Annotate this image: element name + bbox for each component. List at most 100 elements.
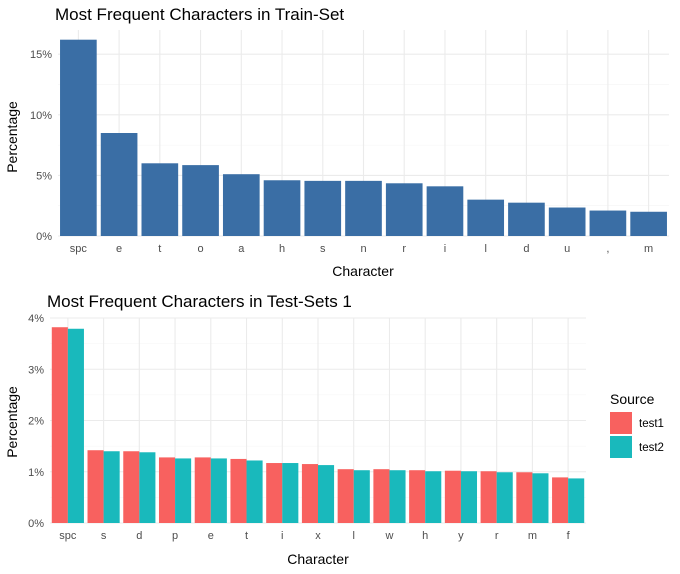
bar-test2 xyxy=(353,470,370,523)
x-tick-label: d xyxy=(136,530,142,542)
bar-test2 xyxy=(318,465,335,523)
bar-test2 xyxy=(175,458,192,523)
legend-label-test2: test2 xyxy=(639,442,664,454)
x-tick-label: p xyxy=(172,530,178,542)
bar-test1 xyxy=(301,464,318,523)
x-tick-label: f xyxy=(567,530,571,542)
x-tick-label: m xyxy=(528,530,537,542)
bar-test2 xyxy=(532,473,549,523)
y-tick-label: 0% xyxy=(28,518,44,530)
y-tick-label: 4% xyxy=(28,313,44,325)
bar-test1 xyxy=(480,471,497,523)
bar xyxy=(100,133,138,236)
x-axis-title: Character xyxy=(287,551,349,567)
bar xyxy=(182,165,219,236)
y-tick-label: 2% xyxy=(28,416,44,428)
x-tick-label: t xyxy=(158,243,161,255)
bar xyxy=(60,39,97,236)
bar-test1 xyxy=(337,469,354,523)
legend-label-test1: test1 xyxy=(639,418,664,430)
bar xyxy=(508,202,545,236)
bar-test1 xyxy=(444,470,461,523)
chart-title: Most Frequent Characters in Test-Sets 1 xyxy=(47,292,352,311)
legend: Source test1 test2 xyxy=(610,391,664,458)
x-axis-title: Character xyxy=(332,263,394,279)
bar xyxy=(385,183,423,236)
bar-test1 xyxy=(230,458,247,523)
y-tick-label: 10% xyxy=(30,110,52,122)
legend-title: Source xyxy=(610,391,655,407)
legend-swatch-test2 xyxy=(610,436,632,458)
test-sets-chart: Most Frequent Characters in Test-Sets 1 … xyxy=(4,292,664,567)
y-axis-title: Percentage xyxy=(4,101,20,173)
bar-test2 xyxy=(282,463,299,523)
bar xyxy=(467,199,505,236)
x-tick-label: spc xyxy=(59,530,77,542)
x-tick-label: s xyxy=(320,243,326,255)
bar-test1 xyxy=(552,477,569,523)
y-tick-label: 0% xyxy=(36,231,52,243)
x-tick-label: y xyxy=(458,530,464,542)
bar-test1 xyxy=(194,457,211,523)
bar-test1 xyxy=(266,463,283,523)
bar-test2 xyxy=(568,478,585,523)
bars xyxy=(60,39,667,236)
bar-test1 xyxy=(516,472,533,523)
bar xyxy=(222,174,260,236)
bar-test1 xyxy=(158,457,176,523)
x-tick-label: i xyxy=(281,530,283,542)
x-tick-label: h xyxy=(279,243,285,255)
y-tick-labels: 0% 5% 10% 15% xyxy=(30,49,52,243)
x-tick-label: x xyxy=(315,530,321,542)
y-axis-title: Percentage xyxy=(4,386,20,458)
bar xyxy=(630,211,667,236)
x-tick-label: spc xyxy=(70,243,88,255)
bar xyxy=(263,180,301,236)
bar-test2 xyxy=(460,471,478,523)
bar xyxy=(304,180,342,236)
x-tick-label: o xyxy=(198,243,204,255)
bar xyxy=(345,180,382,236)
bar-test2 xyxy=(425,471,442,523)
x-tick-label: r xyxy=(402,243,406,255)
bar-test2 xyxy=(246,460,263,523)
x-tick-labels: spc s d p e t i x l w h y r m f xyxy=(59,530,570,542)
bar-test1 xyxy=(409,470,426,523)
legend-swatch-test1 xyxy=(610,412,632,434)
y-tick-label: 1% xyxy=(28,467,44,479)
bar-test1 xyxy=(123,451,140,523)
x-tick-label: s xyxy=(101,530,107,542)
x-tick-label: e xyxy=(116,243,122,255)
y-tick-label: 3% xyxy=(28,364,44,376)
x-tick-label: l xyxy=(484,243,486,255)
train-set-chart: Most Frequent Characters in Train-Set 0%… xyxy=(4,5,669,279)
y-tick-labels: 0% 1% 2% 3% 4% xyxy=(28,313,44,530)
x-tick-label: a xyxy=(238,243,245,255)
x-tick-label: d xyxy=(523,243,529,255)
bar-test2 xyxy=(496,472,513,523)
bar xyxy=(426,186,464,236)
x-tick-label: l xyxy=(353,530,355,542)
x-tick-label: , xyxy=(606,243,609,255)
x-tick-label: e xyxy=(208,530,214,542)
bars xyxy=(51,327,585,523)
bar-test2 xyxy=(103,451,120,523)
x-tick-label: i xyxy=(444,243,446,255)
bar xyxy=(589,210,627,236)
bar-test1 xyxy=(51,327,68,523)
x-tick-label: w xyxy=(384,530,393,542)
bar xyxy=(548,207,586,236)
bar-test1 xyxy=(87,450,104,523)
bar xyxy=(141,163,179,236)
x-tick-label: r xyxy=(495,530,499,542)
bar-test1 xyxy=(373,469,390,523)
x-tick-label: u xyxy=(564,243,570,255)
y-tick-label: 5% xyxy=(36,170,52,182)
chart-title: Most Frequent Characters in Train-Set xyxy=(55,5,344,24)
x-tick-label: n xyxy=(360,243,366,255)
bar-test2 xyxy=(389,470,406,523)
x-tick-labels: spc e t o a h s n r i l d u, m xyxy=(70,243,653,255)
x-tick-label: m xyxy=(644,243,653,255)
x-tick-label: h xyxy=(422,530,428,542)
